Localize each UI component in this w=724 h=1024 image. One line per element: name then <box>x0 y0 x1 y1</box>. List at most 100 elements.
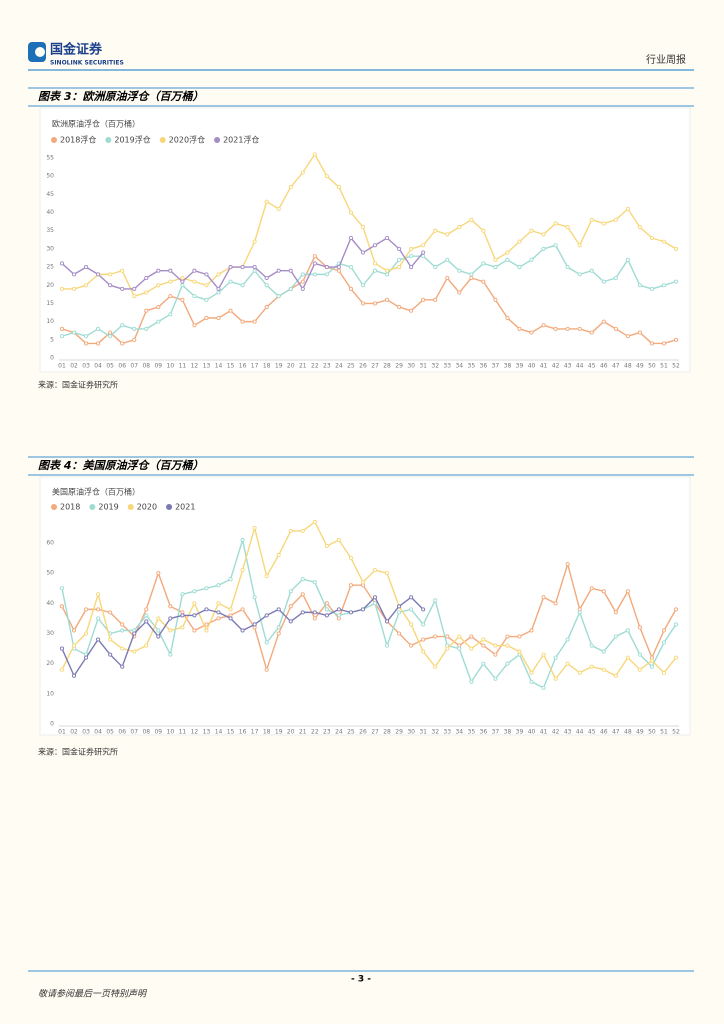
x-tick-label: 15 <box>227 729 235 736</box>
x-tick-label: 32 <box>431 729 439 736</box>
data-point <box>589 643 594 648</box>
data-point <box>553 676 558 681</box>
x-tick-label: 18 <box>263 729 271 736</box>
x-tick-label: 33 <box>443 729 451 736</box>
data-point <box>457 225 462 230</box>
data-point <box>397 604 402 609</box>
x-tick-label: 16 <box>239 363 247 370</box>
data-point <box>601 221 606 226</box>
data-point <box>541 652 546 657</box>
data-point <box>252 525 257 530</box>
data-point <box>409 308 414 313</box>
x-tick-label: 10 <box>167 363 175 370</box>
data-point <box>312 610 317 615</box>
data-point <box>505 315 510 321</box>
data-point <box>84 283 89 288</box>
data-point <box>144 643 149 648</box>
x-tick-label: 38 <box>504 363 512 370</box>
data-point <box>348 210 353 215</box>
x-tick-label: 26 <box>359 729 367 736</box>
data-point <box>168 279 173 284</box>
data-point <box>156 268 161 273</box>
data-point <box>409 643 414 648</box>
x-tick-label: 48 <box>624 363 632 370</box>
data-point <box>84 334 89 339</box>
x-tick-label: 47 <box>612 729 620 736</box>
data-point <box>312 152 317 157</box>
data-point <box>96 341 101 346</box>
data-point <box>59 586 65 591</box>
x-tick-label: 23 <box>323 363 331 370</box>
legend-label: 2021 <box>175 503 195 512</box>
y-tick-label: 30 <box>46 245 54 252</box>
data-point <box>348 265 353 270</box>
x-tick-label: 10 <box>167 729 175 736</box>
x-tick-label: 05 <box>106 729 114 736</box>
data-point <box>565 265 570 270</box>
legend-label: 2018浮仓 <box>60 135 96 145</box>
data-point <box>529 257 534 262</box>
legend-swatch <box>51 504 57 510</box>
data-point <box>481 261 486 266</box>
x-tick-label: 14 <box>215 729 223 736</box>
data-point <box>481 643 486 648</box>
data-point <box>276 268 281 273</box>
data-point <box>649 235 654 241</box>
x-tick-label: 45 <box>588 363 596 370</box>
data-point <box>59 646 65 651</box>
data-point <box>673 337 679 342</box>
data-point <box>120 646 125 651</box>
data-point <box>397 265 402 270</box>
x-tick-label: 25 <box>347 363 355 370</box>
x-tick-label: 14 <box>215 363 223 370</box>
data-point <box>156 634 161 639</box>
data-point <box>300 170 305 175</box>
data-point <box>553 243 558 248</box>
data-point <box>541 685 546 690</box>
data-point <box>601 319 606 324</box>
data-point <box>661 640 667 645</box>
data-point <box>59 286 65 291</box>
data-point <box>240 568 245 573</box>
data-point <box>71 272 77 277</box>
data-point <box>192 268 197 273</box>
data-point <box>336 185 341 190</box>
x-tick-label: 07 <box>130 363 138 370</box>
x-tick-label: 04 <box>94 729 102 736</box>
data-point <box>565 661 570 666</box>
data-point <box>180 625 185 630</box>
data-point <box>96 326 101 331</box>
data-point <box>240 537 245 543</box>
source-note: 来源：国金证券研究所 <box>38 747 118 757</box>
x-tick-label: 30 <box>407 729 415 736</box>
data-point <box>457 646 462 651</box>
data-point <box>120 664 125 669</box>
y-tick-label: 50 <box>46 570 54 577</box>
data-point <box>156 616 161 621</box>
data-point <box>553 326 558 331</box>
data-point <box>216 315 221 321</box>
x-tick-label: 51 <box>660 363 668 370</box>
data-point <box>541 232 546 237</box>
data-point <box>481 228 486 233</box>
x-tick-label: 29 <box>395 363 403 370</box>
data-point <box>372 301 378 306</box>
data-point <box>336 607 341 612</box>
data-point <box>661 239 667 244</box>
data-point <box>577 272 582 277</box>
x-tick-label: 40 <box>528 729 536 736</box>
data-point <box>421 254 426 259</box>
data-point <box>132 337 137 342</box>
data-point <box>132 649 137 654</box>
legend-label: 2018 <box>60 503 80 512</box>
data-point <box>59 261 65 266</box>
data-point <box>385 619 390 624</box>
data-point <box>445 257 450 262</box>
x-tick-label: 20 <box>287 363 295 370</box>
company-name-en: SINOLINK SECURITIES <box>50 60 124 67</box>
data-point <box>661 670 667 675</box>
data-point <box>517 634 522 639</box>
data-point <box>397 631 402 636</box>
x-tick-label: 13 <box>203 729 211 736</box>
data-point <box>505 643 510 648</box>
